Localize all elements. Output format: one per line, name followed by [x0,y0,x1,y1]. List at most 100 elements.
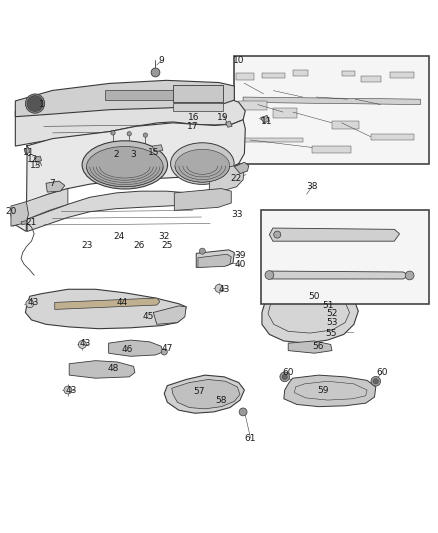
Text: 44: 44 [116,298,127,307]
Bar [236,74,254,80]
Ellipse shape [82,141,167,189]
Text: 1: 1 [39,100,45,109]
Ellipse shape [175,149,230,182]
Polygon shape [55,298,160,310]
Polygon shape [153,306,186,324]
Polygon shape [15,80,234,117]
Bar [261,209,429,304]
Polygon shape [27,190,209,231]
Text: 43: 43 [65,385,77,394]
Text: 48: 48 [107,364,119,373]
Text: 16: 16 [188,113,199,122]
Polygon shape [288,341,332,353]
Circle shape [265,271,274,279]
Text: 3: 3 [131,150,137,159]
Text: 21: 21 [25,218,36,227]
Text: 19: 19 [217,113,228,122]
Circle shape [78,341,86,349]
Text: 52: 52 [326,309,338,318]
Polygon shape [261,115,269,123]
Polygon shape [34,156,42,162]
Text: 51: 51 [322,301,333,310]
Text: 43: 43 [27,298,39,307]
Polygon shape [46,181,65,192]
Bar [312,147,351,153]
Circle shape [280,372,290,382]
Text: 24: 24 [113,232,125,241]
Polygon shape [69,361,135,378]
Text: 17: 17 [187,122,198,131]
Bar [342,71,355,76]
Text: 60: 60 [376,368,388,377]
Text: 22: 22 [230,174,241,183]
Text: 43: 43 [219,285,230,294]
Text: 11: 11 [261,117,272,126]
Text: 38: 38 [306,182,318,191]
Text: 53: 53 [326,318,338,327]
Text: 20: 20 [5,207,17,216]
Text: 12: 12 [27,155,39,164]
Bar [105,91,180,100]
Bar [273,108,297,118]
Circle shape [161,349,167,355]
Text: 61: 61 [245,434,256,443]
Bar [371,134,413,140]
Text: 10: 10 [233,56,244,65]
Bar [173,85,223,102]
Polygon shape [152,145,163,152]
Text: 50: 50 [309,292,320,301]
Text: 45: 45 [142,312,154,321]
Circle shape [199,248,205,254]
Circle shape [371,376,381,386]
Polygon shape [21,221,27,225]
Text: 46: 46 [121,345,133,354]
Polygon shape [284,375,376,407]
Text: 15: 15 [148,148,160,157]
Polygon shape [11,120,245,231]
Circle shape [373,378,378,384]
Text: 43: 43 [80,338,91,348]
Polygon shape [269,228,399,241]
Bar [293,70,308,76]
Polygon shape [234,162,249,174]
Polygon shape [11,201,28,226]
Circle shape [64,386,72,394]
Text: 40: 40 [234,260,246,269]
Text: 9: 9 [158,56,164,65]
Text: 11: 11 [23,148,34,157]
Circle shape [26,300,34,308]
Bar [238,101,268,110]
Text: 7: 7 [49,179,55,188]
Text: 25: 25 [162,241,173,250]
Bar [244,138,303,142]
Circle shape [405,271,414,280]
Text: 56: 56 [312,342,323,351]
Circle shape [151,68,160,77]
Ellipse shape [86,147,163,187]
Text: 55: 55 [325,328,336,337]
Bar [332,120,359,129]
Text: 59: 59 [318,385,329,394]
Circle shape [143,133,148,138]
Ellipse shape [170,143,234,184]
Polygon shape [164,375,244,413]
Polygon shape [243,97,420,104]
Polygon shape [172,379,240,409]
Text: 23: 23 [81,241,92,250]
Polygon shape [25,289,186,329]
Bar [173,103,223,110]
Bar [261,74,285,78]
Circle shape [215,285,223,292]
Text: 58: 58 [215,395,227,405]
Polygon shape [262,283,358,343]
Polygon shape [209,165,244,191]
Text: 13: 13 [30,161,42,170]
Polygon shape [267,271,410,279]
Circle shape [127,132,131,136]
Polygon shape [174,189,231,211]
Polygon shape [11,189,68,226]
Text: 33: 33 [232,211,243,219]
Text: 39: 39 [234,251,246,260]
Circle shape [111,131,115,135]
Bar [361,76,381,82]
